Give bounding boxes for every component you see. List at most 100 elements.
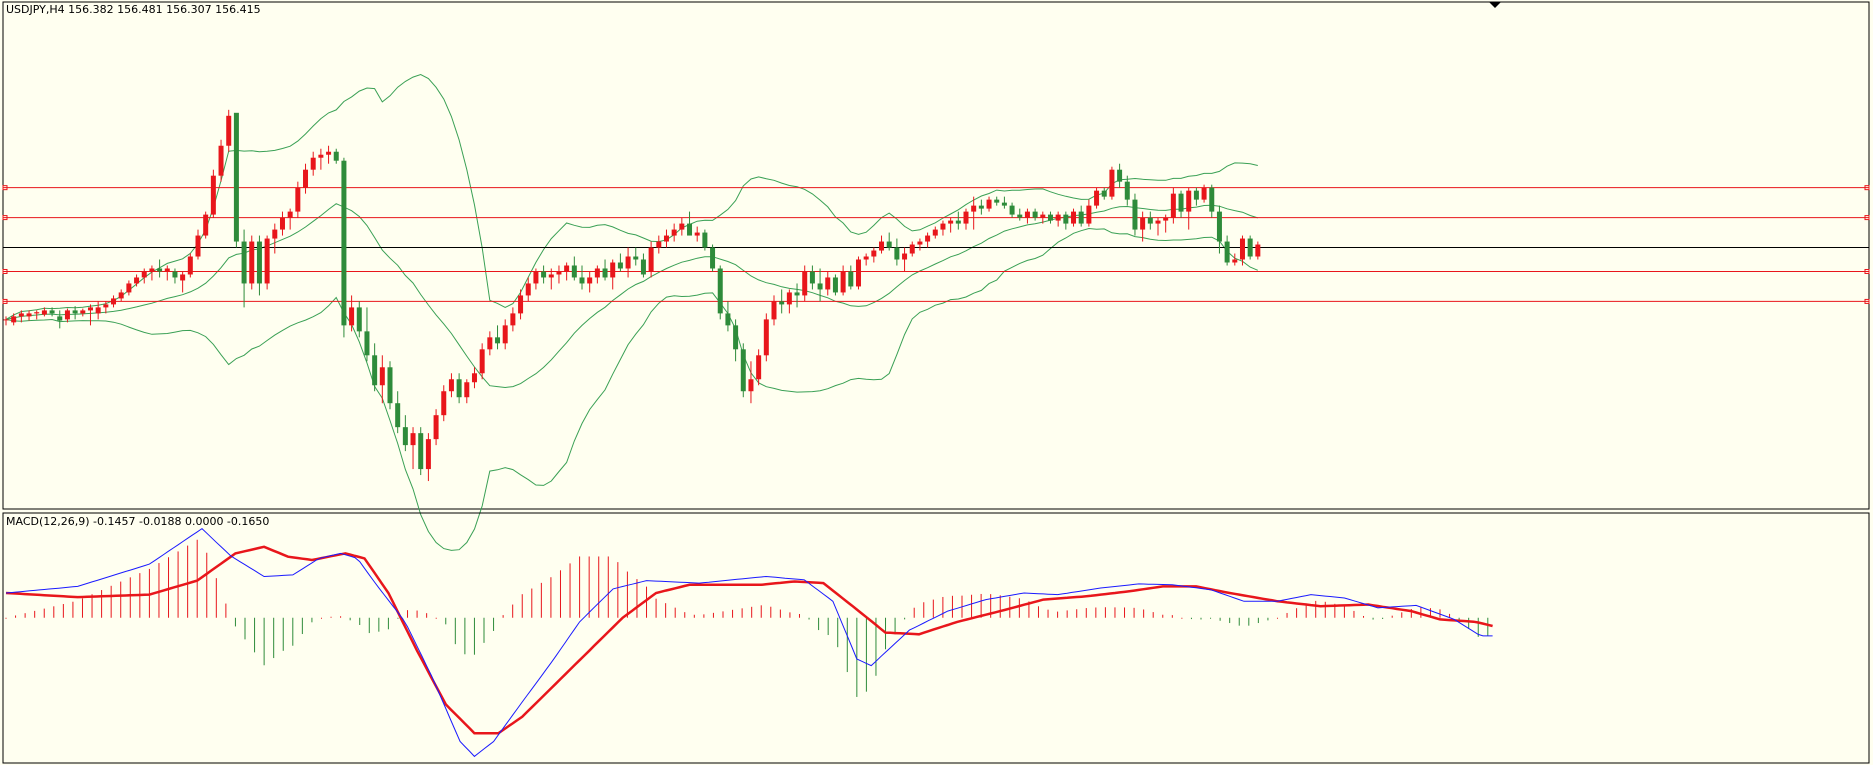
candle-body [710,247,716,269]
candle-body [909,244,915,254]
candle-body [894,247,900,260]
candle-body [111,298,117,305]
candle-body [441,391,447,416]
candle-body [802,271,808,296]
candle-body [1001,202,1007,206]
candle-body [694,232,700,236]
candle-body [164,268,170,272]
candle-body [863,256,869,260]
candle-body [940,223,946,230]
candle-body [64,310,70,320]
candle-body [418,433,424,470]
candle-body [671,229,677,236]
candle-body [333,151,339,161]
candle-body [886,241,892,248]
shift-marker-icon[interactable] [1489,2,1501,8]
candle-body [1140,217,1146,230]
lower-band-line [5,227,1258,551]
candle-body [103,304,109,308]
horizontal-levels[interactable] [2,185,1870,304]
candle-body [471,373,477,383]
candle-body [464,382,470,398]
candle-body [763,319,769,356]
candle-body [786,292,792,305]
candle-body [1209,187,1215,212]
candle-body [479,349,485,374]
candlesticks [3,109,1261,482]
candle-body [495,337,501,344]
candle-body [502,325,508,344]
candle-body [848,271,854,287]
candle-body [879,241,885,251]
candle-body [1255,244,1261,257]
macd-pane-title: MACD(12,26,9) -0.1457 -0.0188 0.0000 -0.… [6,515,269,528]
candle-body [18,313,24,317]
candle-body [564,265,570,272]
candle-body [1040,214,1046,218]
candle-body [794,292,800,296]
candle-body [1101,190,1107,197]
candle-body [771,301,777,320]
candle-body [372,355,378,386]
candle-body [1155,220,1161,224]
candle-body [948,220,954,224]
level-handle-right [1864,268,1870,274]
candle-body [825,277,831,290]
candle-body [733,325,739,350]
macd-lines [5,527,1493,758]
candle-body [971,205,977,212]
candle-body [1163,217,1169,221]
candle-body [241,241,247,284]
macd-pane-frame [2,512,1870,764]
level-handle-right [1864,215,1870,221]
level-handle-right [1864,185,1870,191]
candle-body [702,232,708,248]
candle-body [456,379,462,398]
candle-body [233,112,239,242]
price-pane-title: USDJPY,H4 156.382 156.481 156.307 156.41… [6,3,261,16]
candle-body [617,262,623,269]
candle-body [249,241,255,284]
candle-body [832,277,838,293]
candle-body [809,271,815,284]
candle-body [1078,211,1084,224]
candle-body [602,268,608,278]
candle-body [648,247,654,272]
candle-body [487,337,493,350]
candle-body [256,241,262,284]
candle-body [87,307,93,311]
candle-body [1216,211,1222,242]
candle-body [840,271,846,293]
candle-body [310,157,316,170]
candle-body [533,271,539,284]
candle-body [11,316,17,323]
candle-body [518,295,524,314]
candle-body [1009,205,1015,215]
candle-body [1047,214,1053,221]
candle-body [1024,211,1030,218]
candle-body [779,301,785,305]
level-handle-left [2,298,8,304]
candle-body [656,241,662,248]
candle-body [932,229,938,236]
candle-body [326,151,332,155]
candle-body [410,433,416,446]
candle-body [717,268,723,314]
candle-body [1086,205,1092,224]
candle-body [525,283,531,296]
candle-body [1032,211,1038,218]
candle-body [95,307,101,314]
candle-body [448,379,454,392]
candle-body [1063,214,1069,224]
level-handle-left [2,185,8,191]
candle-body [1178,193,1184,212]
candle-body [1224,241,1230,263]
candle-body [72,310,78,314]
candle-body [1147,217,1153,224]
candle-body [687,223,693,236]
candle-body [1117,169,1123,182]
candle-body [1017,214,1023,218]
candle-body [1132,199,1138,230]
candle-body [195,235,201,257]
